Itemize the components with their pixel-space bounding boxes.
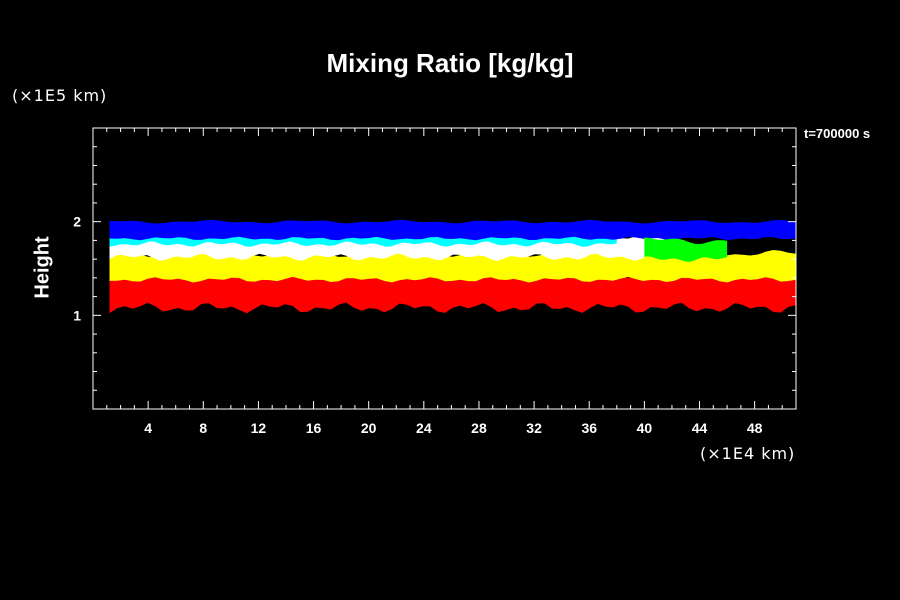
y-axis-unit: (×1E5 km): [12, 86, 108, 105]
band-highest: [109, 219, 796, 241]
x-tick-label: 12: [251, 420, 267, 436]
y-tick-label: 2: [73, 214, 81, 230]
x-tick-label: 32: [526, 420, 542, 436]
x-tick-label: 20: [361, 420, 377, 436]
x-axis-unit: (×1E4 km): [700, 444, 796, 463]
band-local: [644, 237, 728, 262]
y-tick-label: 1: [73, 307, 81, 323]
x-tick-label: 28: [471, 420, 487, 436]
time-annotation: t=700000 s: [804, 126, 871, 141]
x-tick-label: 36: [581, 420, 597, 436]
plot-frame: [92, 127, 797, 410]
band-lowest: [109, 274, 796, 314]
band-low: [109, 249, 796, 283]
x-tick-label: 24: [416, 420, 432, 436]
x-tick-label: 4: [144, 420, 152, 436]
x-tick-label: 48: [747, 420, 763, 436]
x-tick-label: 16: [306, 420, 322, 436]
x-tick-label: 44: [692, 420, 708, 436]
mixing-ratio-field: [109, 219, 796, 314]
x-tick-label: 40: [637, 420, 653, 436]
chart-title: Mixing Ratio [kg/kg]: [326, 48, 574, 78]
x-tick-label: 8: [199, 420, 207, 436]
